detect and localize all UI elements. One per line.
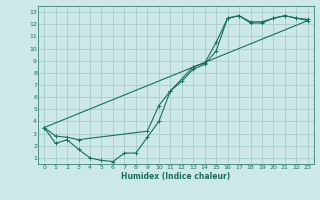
X-axis label: Humidex (Indice chaleur): Humidex (Indice chaleur) [121, 172, 231, 181]
